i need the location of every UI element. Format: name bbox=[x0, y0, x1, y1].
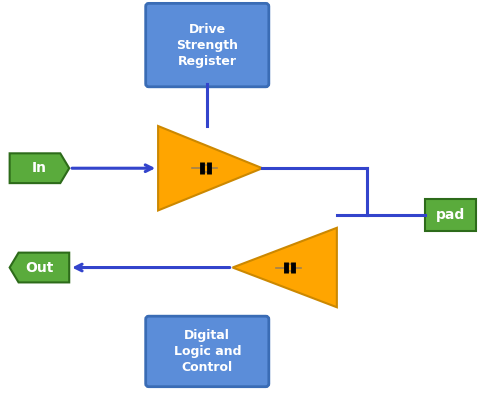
Polygon shape bbox=[10, 253, 69, 282]
FancyBboxPatch shape bbox=[146, 3, 269, 87]
Polygon shape bbox=[425, 199, 476, 231]
Text: In: In bbox=[32, 161, 47, 175]
Polygon shape bbox=[158, 126, 263, 210]
Polygon shape bbox=[10, 153, 69, 183]
Text: Out: Out bbox=[25, 260, 54, 274]
FancyBboxPatch shape bbox=[146, 316, 269, 387]
Polygon shape bbox=[233, 228, 337, 307]
Text: pad: pad bbox=[436, 208, 465, 222]
Text: Digital
Logic and
Control: Digital Logic and Control bbox=[174, 329, 241, 374]
Text: Drive
Strength
Register: Drive Strength Register bbox=[176, 22, 238, 68]
